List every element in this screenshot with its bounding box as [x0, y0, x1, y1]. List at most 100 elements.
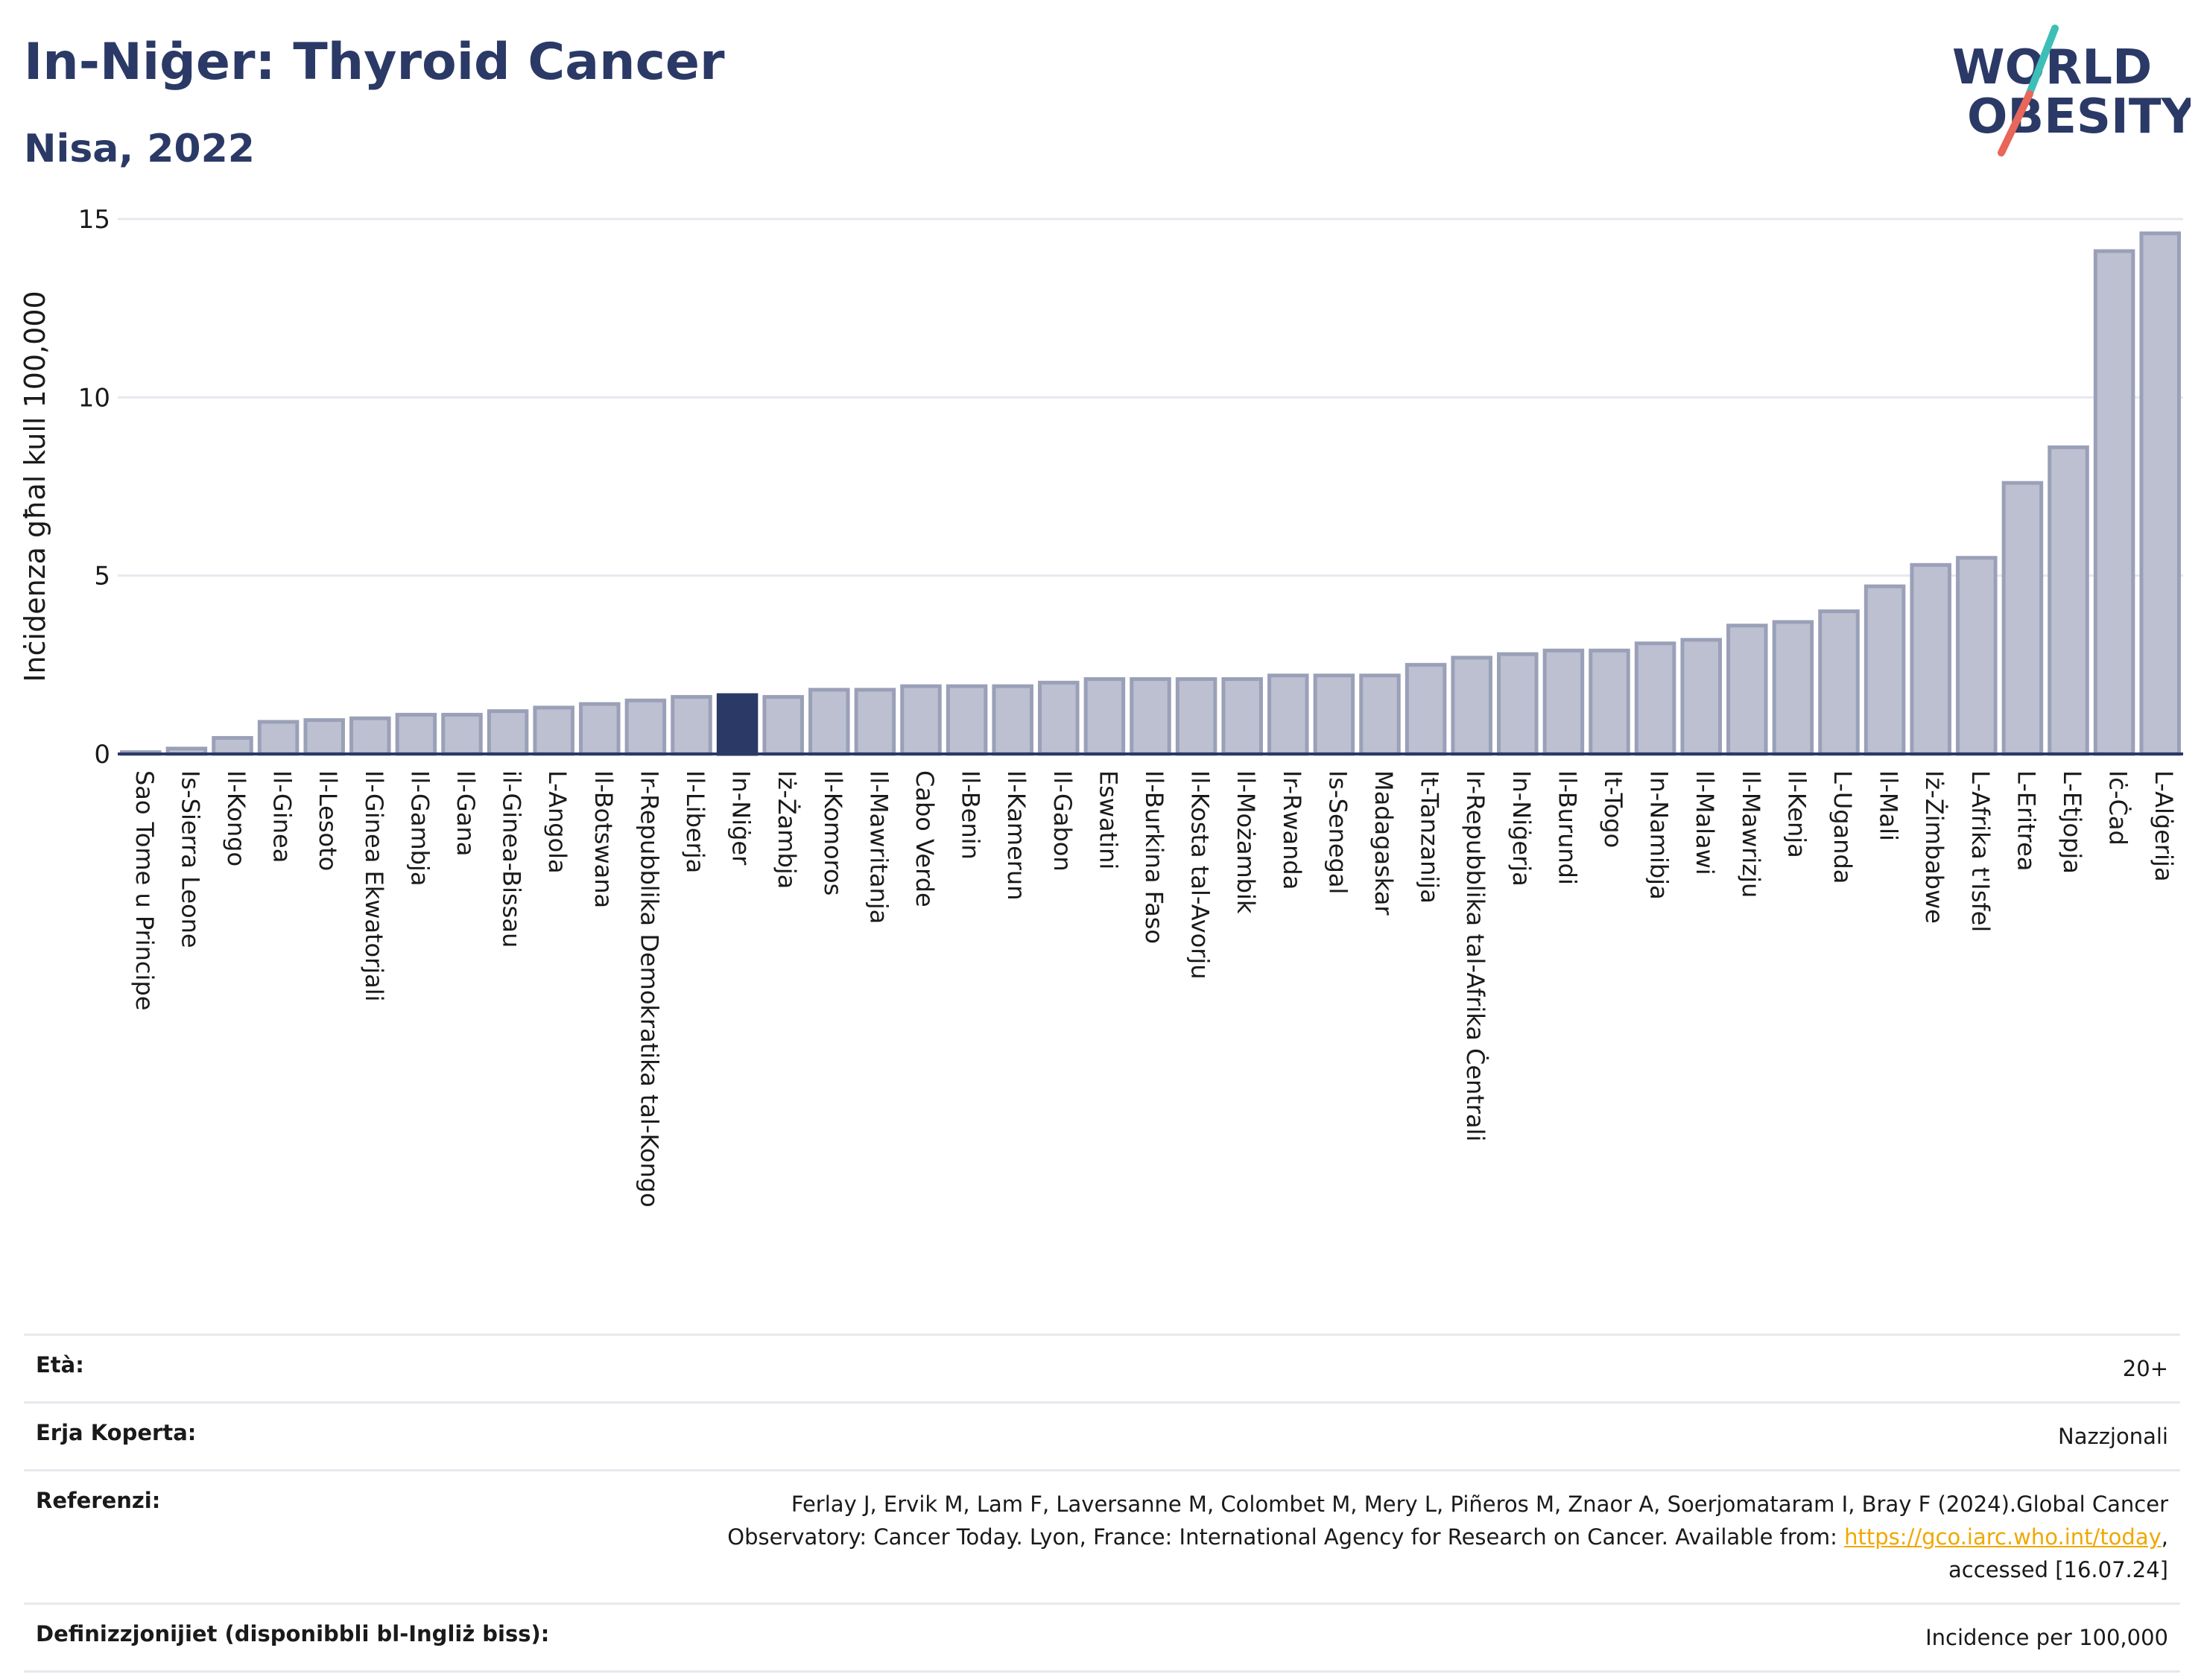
bar[interactable]: [1313, 673, 1355, 756]
info-label-references: Referenzi:: [36, 1488, 161, 1513]
bar[interactable]: [2048, 445, 2089, 756]
bar[interactable]: [1542, 648, 1585, 756]
bar[interactable]: [1910, 562, 1951, 756]
x-tick-label: It-Tanzanija: [1416, 770, 1444, 904]
x-tick-label: Il-Ginea Ekwatorjali: [360, 770, 388, 1002]
bar[interactable]: [212, 735, 253, 756]
x-tick-label: Il-Kosta tal-Avorju: [1186, 770, 1215, 980]
x-tick-label: Il-Mawritanja: [864, 770, 893, 924]
bar[interactable]: [533, 706, 574, 756]
bar[interactable]: [1634, 641, 1676, 756]
bar[interactable]: [441, 712, 483, 756]
bar[interactable]: [762, 694, 804, 756]
info-label-definitions: Definizzjonijiet (disponibbli bl-Ingliż …: [36, 1621, 550, 1646]
info-row-area: Erja Koperta: Nazzjonali: [24, 1401, 2180, 1469]
bar[interactable]: [257, 720, 300, 756]
bar[interactable]: [349, 716, 391, 756]
x-tick-label: Il-Gana: [452, 770, 480, 856]
bar[interactable]: [1818, 609, 1860, 756]
chart-gridlines: [118, 218, 2183, 577]
bar[interactable]: [992, 684, 1033, 756]
y-tick-label: 5: [94, 562, 110, 592]
x-tick-label: Il-Możambik: [1232, 770, 1260, 914]
bar[interactable]: [1083, 676, 1126, 756]
bar[interactable]: [1589, 648, 1630, 756]
bar[interactable]: [1221, 676, 1263, 756]
x-tick-label: Iż-Żimbabwe: [1920, 770, 1948, 924]
bar[interactable]: [2093, 249, 2135, 756]
bar[interactable]: [1359, 673, 1401, 756]
bar-highlighted[interactable]: [716, 693, 759, 756]
reference-link[interactable]: https://gco.iarc.who.int/today: [1844, 1524, 2162, 1550]
bar[interactable]: [1405, 662, 1447, 756]
chart-title: In-Niġer: Thyroid Cancer: [24, 33, 725, 92]
x-tick-label: Il-Botswana: [589, 770, 618, 908]
x-tick-label: Eswatini: [1094, 770, 1122, 869]
x-tick-label: Is-Sierra Leone: [176, 770, 204, 948]
x-tick-label: Il-Komoros: [819, 770, 847, 896]
bar[interactable]: [1863, 584, 1906, 756]
bar[interactable]: [808, 688, 850, 756]
bar[interactable]: [303, 718, 345, 756]
info-value-definitions: Incidence per 100,000: [1925, 1625, 2168, 1650]
x-tick-label: In-Namibja: [1645, 770, 1673, 900]
y-tick-label: 0: [94, 740, 110, 770]
logo-word-world: WORLD: [1952, 40, 2152, 95]
reference-line-1: Ferlay J, Ervik M, Lam F, Laversanne M, …: [791, 1492, 2168, 1517]
info-row-age: Età: 20+: [24, 1334, 2180, 1401]
logo-slash-bottom-icon: [1998, 90, 2033, 156]
x-tick-label: In-Niġer: [727, 770, 756, 866]
x-tick-label: L-Alġerija: [2150, 770, 2178, 881]
bar[interactable]: [854, 688, 896, 756]
reference-line-3: accessed [16.07.24]: [1948, 1557, 2168, 1582]
x-tick-label: Il-Burkina Faso: [1140, 770, 1168, 944]
chart-bars: [120, 231, 2181, 756]
x-tick-label: Sao Tome u Principe: [130, 770, 159, 1010]
bar[interactable]: [1451, 656, 1492, 756]
info-label-age: Età:: [36, 1352, 84, 1378]
reference-line-2: Observatory: Cancer Today. Lyon, France:…: [727, 1524, 1845, 1550]
x-tick-label: Ir-Rwanda: [1278, 770, 1306, 890]
bar[interactable]: [579, 702, 621, 756]
x-tick-label: Il-Mawrizju: [1737, 770, 1765, 898]
x-tick-label: Is-Senegal: [1323, 770, 1352, 894]
bar[interactable]: [1038, 680, 1080, 756]
info-value-area: Nazzjonali: [2058, 1424, 2168, 1449]
bar[interactable]: [2001, 481, 2044, 756]
info-value-age: 20+: [2122, 1356, 2168, 1381]
y-tick-label: 10: [78, 383, 110, 413]
x-tick-label: L-Uganda: [1828, 770, 1857, 884]
info-value-references: Ferlay J, Ervik M, Lam F, Laversanne M, …: [727, 1488, 2168, 1586]
bar[interactable]: [1267, 673, 1309, 756]
bar[interactable]: [1497, 652, 1539, 756]
bar[interactable]: [1956, 556, 1998, 756]
bar[interactable]: [395, 712, 437, 756]
chart-subtitle: Nisa, 2022: [24, 127, 255, 171]
bar[interactable]: [2139, 231, 2181, 756]
x-tick-label: Il-Benin: [957, 770, 985, 860]
logo-word-obesity: OBESITY: [1967, 89, 2191, 145]
x-tick-label: L-Eritrea: [2012, 770, 2040, 871]
bar[interactable]: [1772, 620, 1814, 756]
y-axis-label: Inċidenza għal kull 100,000: [19, 291, 51, 682]
bar[interactable]: [900, 684, 942, 756]
bar[interactable]: [1726, 624, 1768, 756]
x-tick-label: Il-Malawi: [1691, 770, 1719, 875]
x-tick-label: L-Afrika t'Isfel: [1966, 770, 1995, 932]
bar[interactable]: [487, 709, 529, 756]
bar[interactable]: [1680, 638, 1722, 756]
x-tick-label: Madagaskar: [1369, 770, 1398, 916]
bar[interactable]: [624, 698, 667, 756]
x-tick-label: Il-Kenja: [1782, 770, 1811, 858]
x-tick-label: Il-Kamerun: [1002, 770, 1030, 900]
reference-line-2-end: ,: [2161, 1524, 2168, 1550]
x-tick-label: L-Angola: [543, 770, 571, 874]
bar[interactable]: [671, 694, 712, 756]
x-tick-label: Il-Gabon: [1048, 770, 1077, 872]
bar[interactable]: [1175, 676, 1217, 756]
bar[interactable]: [1130, 676, 1171, 756]
bar[interactable]: [946, 684, 988, 756]
bar-chart: 0 5 10 15 Inċidenza għal kull 100,000 Sao T…: [19, 205, 2183, 1208]
x-tick-label: Il-Liberja: [681, 770, 709, 873]
info-label-area: Erja Koperta:: [36, 1420, 197, 1445]
